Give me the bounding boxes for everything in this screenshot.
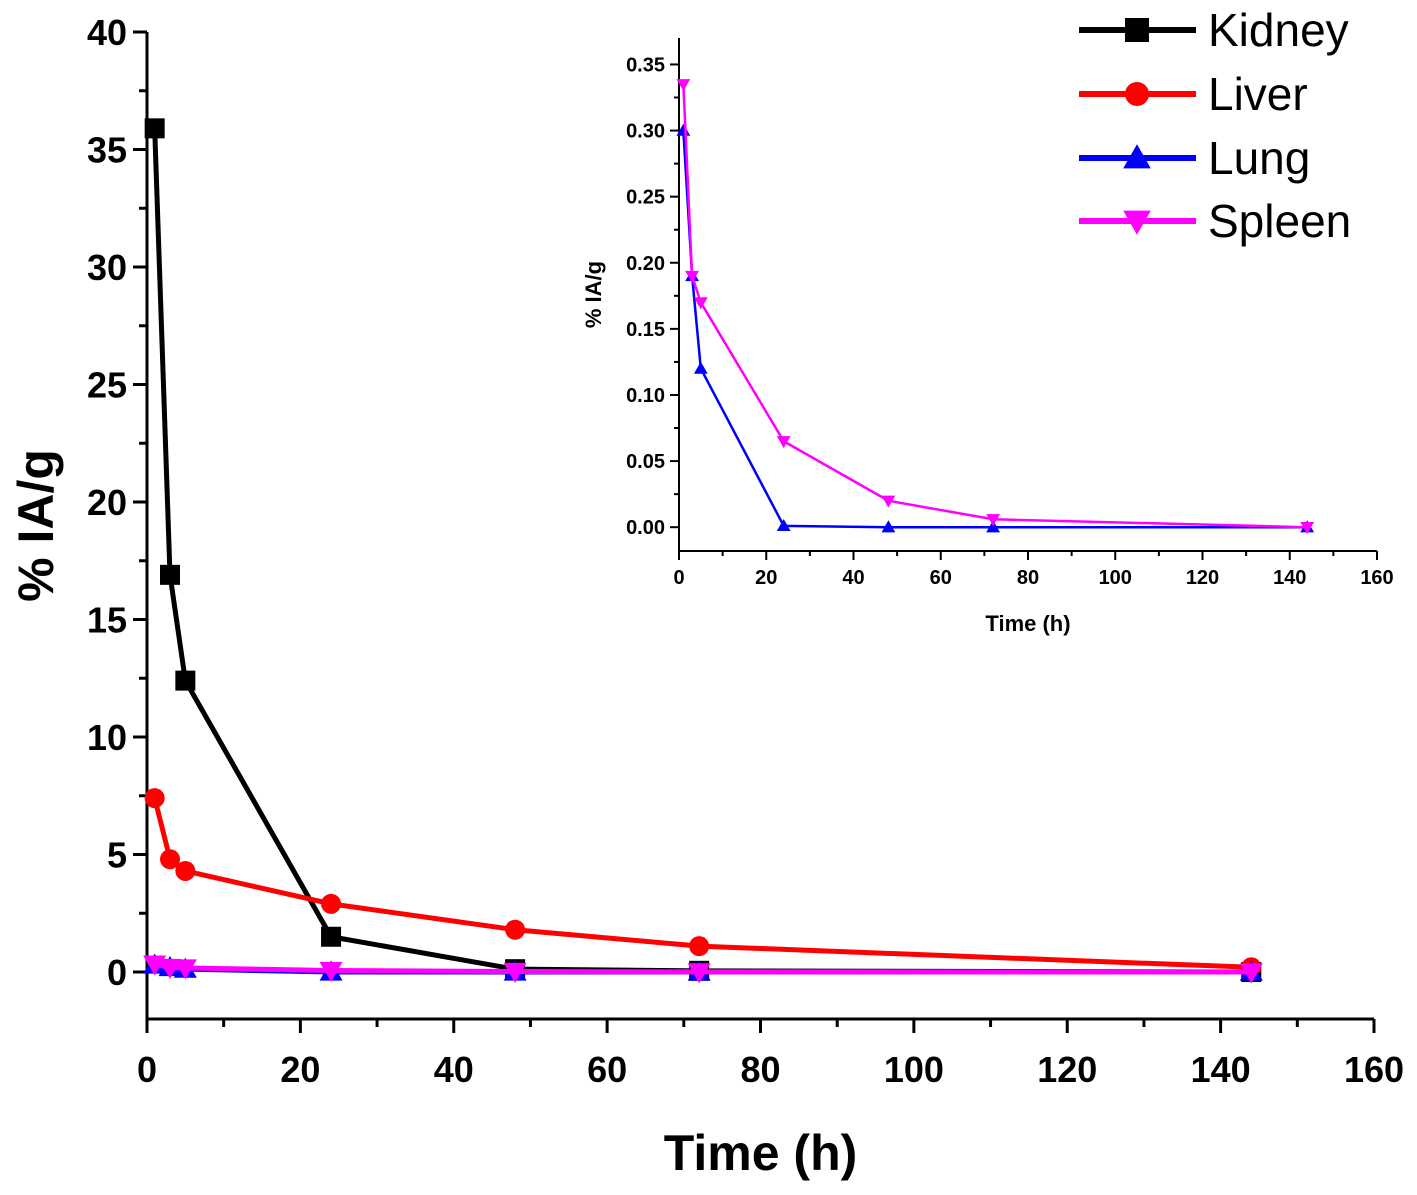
main-y-tick-label: 10 — [87, 717, 127, 758]
inset-series-line-lung — [682, 130, 1308, 529]
legend-swatch-marker — [1123, 210, 1151, 235]
main-data-point-kidney — [321, 926, 342, 947]
main-data-point-kidney — [160, 564, 181, 585]
main-data-point-spleen — [158, 958, 182, 980]
main-x-axis-title: Time (h) — [664, 1125, 858, 1181]
main-y-axis-title: % IA/g — [8, 449, 64, 602]
inset-x-axis-title: Time (h) — [985, 611, 1070, 636]
main-x-tick-label: 0 — [137, 1049, 157, 1090]
inset-x-tick-label: 140 — [1273, 567, 1306, 589]
inset-data-point-spleen — [676, 79, 691, 92]
inset-data-point-lung — [693, 361, 708, 374]
inset-data-point-lung — [881, 520, 896, 533]
inset-y-tick-label: 0.35 — [626, 54, 665, 76]
inset-y-tick-label: 0.30 — [626, 121, 665, 143]
main-x-tick-label: 60 — [587, 1049, 627, 1090]
inset-data-point-spleen — [776, 436, 791, 449]
main-data-point-liver — [321, 893, 342, 914]
inset-y-tick-label: 0.00 — [626, 517, 665, 539]
main-plot: 0 20 40 60 80 100 120 140 160 0 5 10 15 20 25 30 35 40 Tim… — [8, 12, 1404, 1181]
inset-data-point-spleen — [685, 270, 699, 283]
main-x-tick-label: 100 — [884, 1049, 944, 1090]
inset-data-point-spleen — [1300, 522, 1315, 535]
inset-x-tick-label: 20 — [755, 567, 777, 589]
main-data-point-liver — [175, 860, 196, 881]
main-data-point-kidney — [175, 670, 196, 691]
legend-label-lung: Lung — [1208, 132, 1310, 184]
inset-data-point-spleen — [693, 297, 708, 310]
inset-data-point-lung — [986, 520, 1000, 533]
main-data-point-kidney — [144, 118, 165, 139]
inset-x-tick-label: 80 — [1017, 567, 1039, 589]
inset-y-axis-title: % IA/g — [581, 261, 606, 328]
main-x-tick-label: 40 — [434, 1049, 474, 1090]
main-y-tick-label: 30 — [87, 247, 127, 288]
main-y-tick-label: 0 — [107, 952, 127, 993]
main-y-tick-label: 35 — [87, 130, 127, 171]
main-y-tick-label: 20 — [87, 482, 127, 523]
main-data-point-spleen — [503, 962, 527, 984]
main-data-point-liver — [144, 788, 165, 809]
inset-y-tick-label: 0.15 — [626, 319, 665, 341]
main-y-tick-label: 5 — [107, 835, 127, 876]
main-data-point-spleen — [173, 959, 197, 980]
main-data-point-liver — [160, 849, 181, 870]
inset-y-tick-label: 0.20 — [626, 253, 665, 275]
inset-data-point-spleen — [986, 514, 1000, 527]
legend-swatch-marker — [1125, 82, 1149, 106]
legend-label-spleen: Spleen — [1208, 195, 1351, 247]
legend-label-kidney: Kidney — [1208, 4, 1349, 56]
legend-swatch-marker — [1125, 18, 1149, 42]
inset-x-tick-label: 120 — [1186, 567, 1219, 589]
inset-x-tick-label: 40 — [842, 567, 864, 589]
inset-x-tick-label: 100 — [1099, 567, 1132, 589]
inset-x-tick-label: 0 — [673, 567, 684, 589]
main-data-point-spleen — [687, 963, 711, 984]
main-x-tick-label: 140 — [1191, 1049, 1251, 1090]
inset-data-point-lung — [776, 518, 791, 532]
main-x-tick-label: 160 — [1344, 1049, 1404, 1090]
main-data-point-spleen — [319, 961, 343, 982]
inset-y-tick-label: 0.10 — [626, 385, 665, 407]
legend: Kidney Liver Lung Spleen — [1079, 4, 1351, 247]
inset-y-tick-label: 0.05 — [626, 451, 665, 473]
main-x-tick-label: 80 — [740, 1049, 780, 1090]
inset-y-tick-label: 0.25 — [626, 187, 665, 209]
main-y-tick-label: 40 — [87, 12, 127, 53]
main-y-tick-label: 25 — [87, 365, 127, 406]
main-x-tick-label: 20 — [280, 1049, 320, 1090]
main-data-point-liver — [689, 936, 710, 957]
main-data-point-liver — [505, 919, 526, 940]
inset-x-tick-label: 60 — [930, 567, 952, 589]
legend-label-liver: Liver — [1208, 68, 1308, 120]
main-data-point-spleen — [1239, 963, 1263, 984]
legend-swatch-marker — [1123, 144, 1151, 169]
main-x-tick-label: 120 — [1037, 1049, 1097, 1090]
main-y-tick-label: 15 — [87, 600, 127, 641]
inset-x-tick-label: 160 — [1360, 567, 1393, 589]
inset-plot: 0 20 40 60 80 100 120 140 160 0.00 0.05 0.10 0.15 0.2… — [581, 38, 1394, 636]
inset-data-point-spleen — [881, 495, 896, 508]
